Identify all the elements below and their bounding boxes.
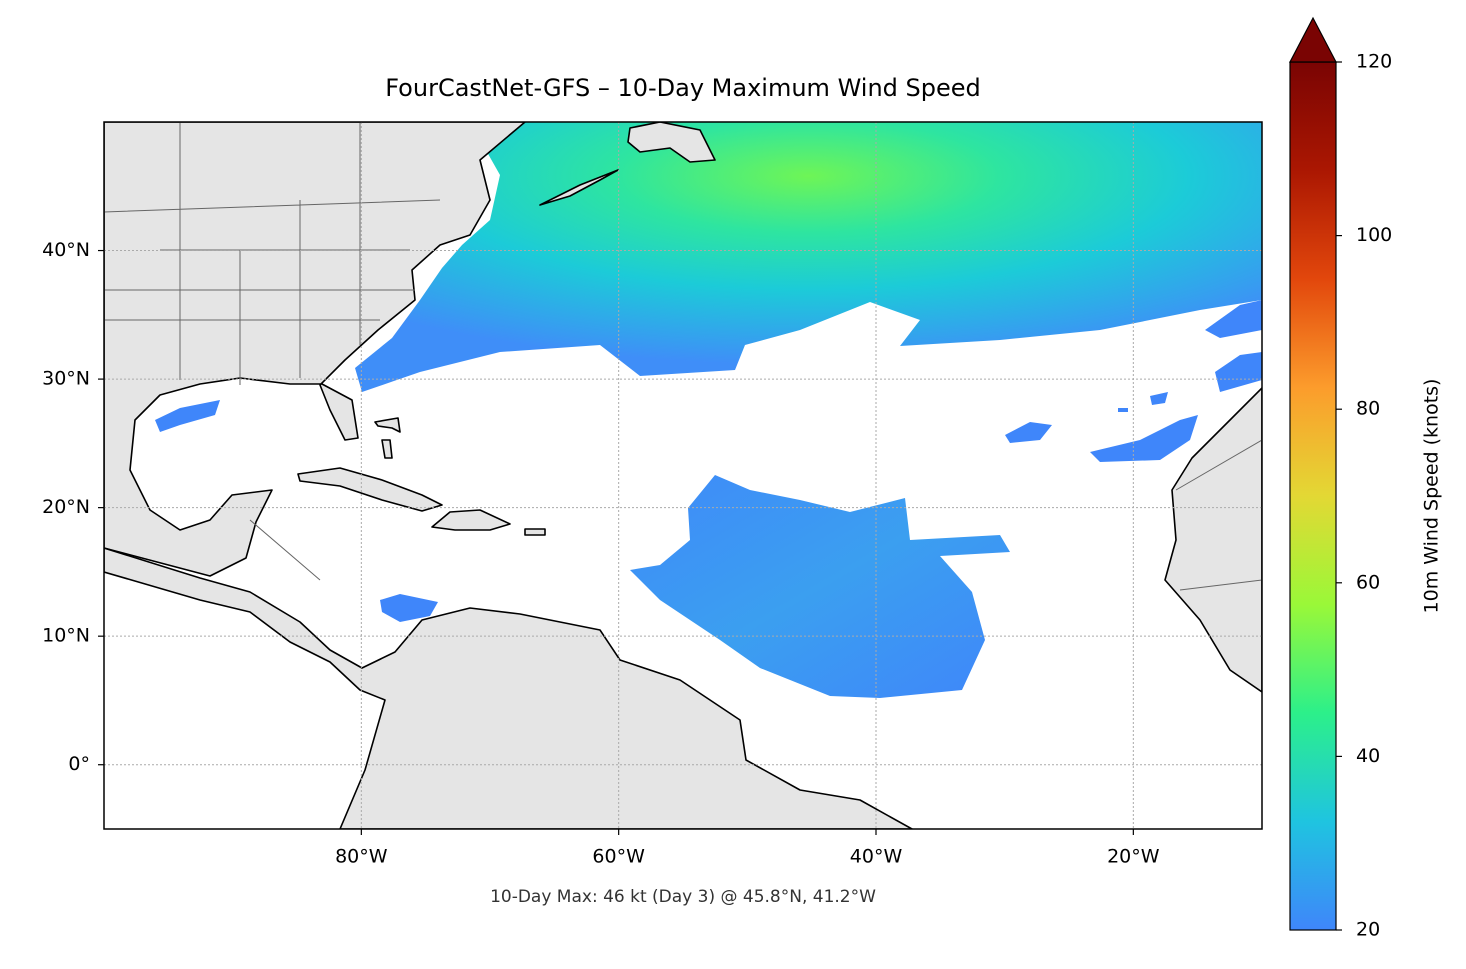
colorbar-tick-label: 40	[1356, 745, 1380, 767]
chart-title: FourCastNet-GFS – 10-Day Maximum Wind Sp…	[385, 74, 981, 102]
map-frame	[103, 121, 1263, 830]
hispaniola	[431, 509, 511, 531]
map-layer	[104, 122, 1262, 829]
colorbar	[1289, 61, 1337, 931]
y-tick-label: 40°N	[42, 239, 90, 261]
annotation: 10-Day Max: 46 kt (Day 3) @ 45.8°N, 41.2…	[490, 887, 876, 907]
colorbar-tick-label: 120	[1356, 51, 1392, 73]
colorbar-tick-label: 60	[1356, 571, 1380, 593]
y-tick-label: 20°N	[42, 496, 90, 518]
colorbar-tick-label: 80	[1356, 398, 1380, 420]
y-tick-label: 10°N	[42, 625, 90, 647]
y-tick-label: 0°	[68, 753, 90, 775]
grid-layer	[104, 122, 1262, 829]
x-tick-label: 80°W	[335, 846, 388, 868]
bahamas	[374, 417, 401, 459]
y-tick-label: 30°N	[42, 368, 90, 390]
north-america	[104, 122, 526, 577]
colorbar-tick-label: 100	[1356, 224, 1392, 246]
x-tick-label: 20°W	[1107, 846, 1160, 868]
central-south-america	[104, 547, 913, 829]
africa	[1164, 387, 1262, 693]
x-tick-label: 40°W	[850, 846, 903, 868]
newfoundland	[627, 122, 716, 163]
x-tick-label: 60°W	[592, 846, 645, 868]
nova-scotia	[539, 169, 619, 206]
colorbar-tick-label: 20	[1356, 919, 1380, 941]
colorbar-label: 10m Wind Speed (knots)	[1421, 379, 1443, 614]
colorbar-extend	[1289, 16, 1337, 63]
puerto-rico	[524, 528, 546, 536]
wind-field	[630, 475, 1010, 698]
